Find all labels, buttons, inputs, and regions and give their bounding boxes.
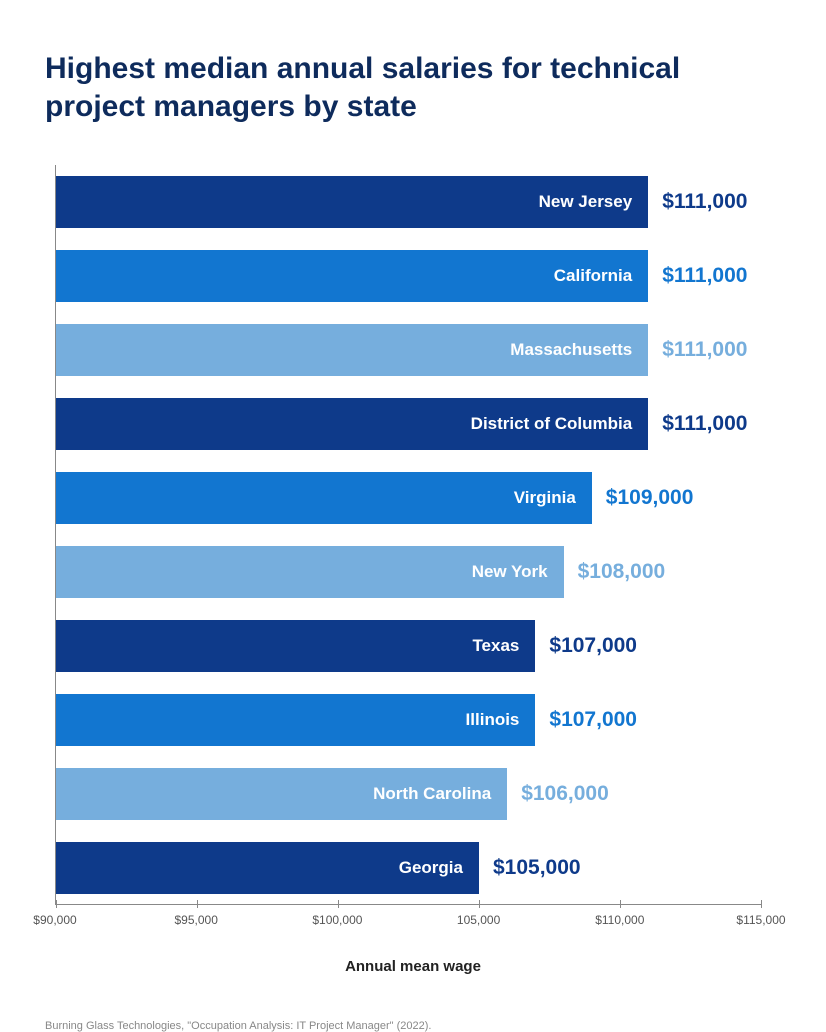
bar: Texas xyxy=(56,620,535,672)
chart-plot-area: New Jersey$111,000California$111,000Mass… xyxy=(55,165,761,905)
tick-mark xyxy=(761,900,762,908)
bar-row: California $111,000 xyxy=(56,239,761,313)
bar-label: New York xyxy=(472,562,548,582)
bar: California xyxy=(56,250,648,302)
x-tick-label: 105,000 xyxy=(457,913,500,927)
bar-label: North Carolina xyxy=(373,784,491,804)
bar-row: Virginia $109,000 xyxy=(56,461,761,535)
bar-label: Georgia xyxy=(399,858,463,878)
bar: Massachusetts xyxy=(56,324,648,376)
bar-value: $107,000 xyxy=(549,708,637,732)
bar-label: Texas xyxy=(472,636,519,656)
bar-row: Texas $107,000 xyxy=(56,609,761,683)
x-tick-label: $95,000 xyxy=(174,913,217,927)
x-tick-label: $110,000 xyxy=(595,913,644,927)
bar-row: Georgia $105,000 xyxy=(56,831,761,905)
x-tick-label: $100,000 xyxy=(312,913,362,927)
chart-title: Highest median annual salaries for techn… xyxy=(45,50,781,125)
bar-value: $109,000 xyxy=(606,486,694,510)
bar-label: New Jersey xyxy=(539,192,633,212)
bar-value: $105,000 xyxy=(493,856,581,880)
chart-footnote: Burning Glass Technologies, "Occupation … xyxy=(45,1020,781,1032)
bar-value: $107,000 xyxy=(549,634,637,658)
bar-value: $111,000 xyxy=(662,412,747,436)
bar-value: $108,000 xyxy=(578,560,666,584)
bar: New Jersey xyxy=(56,176,648,228)
bar-value: $106,000 xyxy=(521,782,609,806)
bar-label: Illinois xyxy=(466,710,520,730)
bar-value: $111,000 xyxy=(662,190,747,214)
bar-row: North Carolina $106,000 xyxy=(56,757,761,831)
x-axis-label: Annual mean wage xyxy=(45,958,781,975)
bar-row: New Jersey $111,000 xyxy=(56,165,761,239)
x-axis: $90,000$95,000$100,000105,000$110,000$11… xyxy=(55,905,761,930)
bar-label: District of Columbia xyxy=(471,414,633,434)
bar: Georgia xyxy=(56,842,479,894)
bar-row: District of Columbia $111,000 xyxy=(56,387,761,461)
bar-label: California xyxy=(554,266,632,286)
bar-value: $111,000 xyxy=(662,264,747,288)
bar: Virginia xyxy=(56,472,592,524)
bar-row: Massachusetts $111,000 xyxy=(56,313,761,387)
bar: Illinois xyxy=(56,694,535,746)
x-tick-label: $90,000 xyxy=(33,913,76,927)
bar: New York xyxy=(56,546,564,598)
bar-value: $111,000 xyxy=(662,338,747,362)
bar: North Carolina xyxy=(56,768,507,820)
bar: District of Columbia xyxy=(56,398,648,450)
bar-row: New York $108,000 xyxy=(56,535,761,609)
x-tick-label: $115,000 xyxy=(736,913,785,927)
bar-label: Massachusetts xyxy=(510,340,632,360)
bar-row: Illinois $107,000 xyxy=(56,683,761,757)
bar-label: Virginia xyxy=(514,488,576,508)
